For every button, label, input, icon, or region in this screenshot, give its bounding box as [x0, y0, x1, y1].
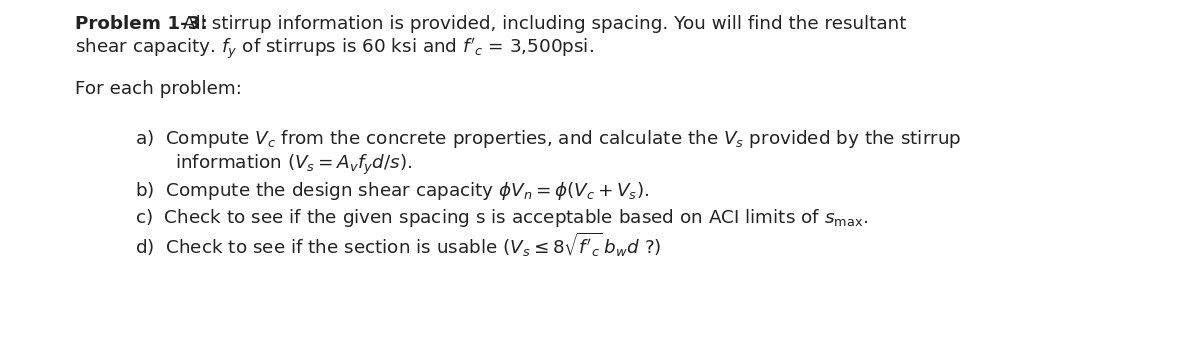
Text: For each problem:: For each problem: — [74, 80, 242, 98]
Text: All stirrup information is provided, including spacing. You will find the result: All stirrup information is provided, inc… — [182, 15, 906, 33]
Text: a)  Compute $V_c$ from the concrete properties, and calculate the $V_s$ provided: a) Compute $V_c$ from the concrete prope… — [134, 128, 961, 150]
Text: Problem 1-3:: Problem 1-3: — [74, 15, 208, 33]
Text: information ($V_s = A_v f_y d/s$).: information ($V_s = A_v f_y d/s$). — [175, 153, 413, 177]
Text: shear capacity. $\mathit{f}_y$ of stirrups is 60 ksi and $\mathit{f}'_c$ = 3,500: shear capacity. $\mathit{f}_y$ of stirru… — [74, 37, 594, 62]
Text: d)  Check to see if the section is usable ($V_s \leq 8\sqrt{f'_c}\,b_w d$ ?): d) Check to see if the section is usable… — [134, 231, 661, 259]
Text: b)  Compute the design shear capacity $\phi V_n = \phi(V_c + V_s)$.: b) Compute the design shear capacity $\p… — [134, 180, 649, 202]
Text: c)  Check to see if the given spacing s is acceptable based on ACI limits of $s_: c) Check to see if the given spacing s i… — [134, 207, 868, 229]
